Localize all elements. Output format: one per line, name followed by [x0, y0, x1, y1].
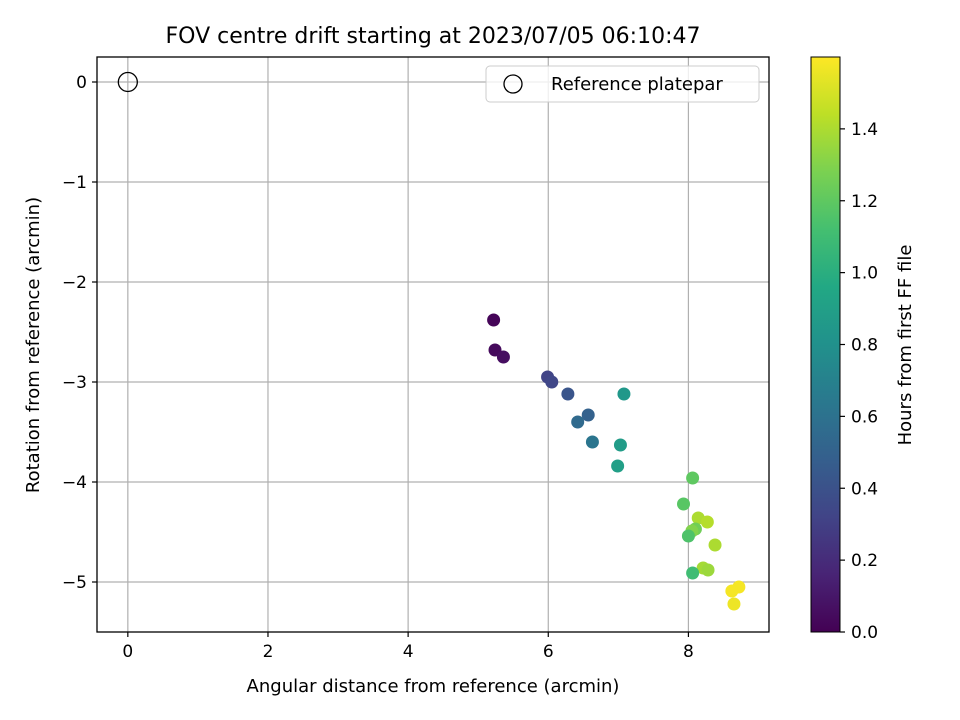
colorbar-tick-label: 0.0 — [851, 623, 878, 643]
legend: Reference platepar — [485, 65, 760, 103]
colorbar-tick-label: 0.8 — [851, 336, 878, 356]
data-point — [613, 438, 627, 452]
colorbar-tick-label: 1.0 — [851, 264, 878, 284]
colorbar: 0.0 0.2 0.4 0.6 0.8 1.0 1.2 1.4 Hours from firs… — [810, 56, 916, 643]
y-tick-label: −4 — [62, 473, 87, 493]
chart-title: FOV centre drift starting at 2023/07/05 … — [166, 24, 701, 49]
data-point — [686, 471, 700, 485]
colorbar-tick-label: 0.2 — [851, 551, 878, 571]
y-tick-label: 0 — [76, 73, 87, 93]
x-tick-label: 6 — [543, 642, 554, 662]
data-point — [581, 408, 595, 422]
x-axis-label: Angular distance from reference (arcmin) — [247, 676, 620, 697]
data-point — [571, 415, 585, 429]
data-point — [708, 538, 722, 552]
y-axis-ticks: 0 −1 −2 −3 −4 −5 — [62, 73, 97, 593]
grid — [97, 57, 769, 632]
x-tick-label: 0 — [122, 642, 133, 662]
data-point — [617, 387, 631, 401]
y-tick-label: −3 — [62, 373, 87, 393]
y-axis-label: Rotation from reference (arcmin) — [23, 197, 44, 493]
legend-marker-reference — [503, 74, 523, 94]
y-tick-label: −5 — [62, 573, 87, 593]
reference-point-marker — [117, 71, 138, 93]
data-points — [117, 71, 746, 611]
legend-label-reference: Reference platepar — [551, 74, 723, 95]
colorbar-ticks: 0.0 0.2 0.4 0.6 0.8 1.0 1.2 1.4 — [840, 120, 878, 643]
data-point — [727, 597, 741, 611]
colorbar-gradient — [810, 56, 841, 633]
y-tick-label: −2 — [62, 273, 87, 293]
data-point — [686, 566, 700, 580]
colorbar-tick-label: 0.4 — [851, 479, 878, 499]
x-axis-ticks: 0 2 4 6 8 — [122, 632, 694, 662]
colorbar-label: Hours from first FF file — [895, 245, 916, 446]
colorbar-tick-label: 1.4 — [851, 120, 878, 140]
data-point — [561, 387, 575, 401]
data-point — [725, 584, 739, 598]
data-point — [487, 313, 501, 327]
x-tick-label: 8 — [683, 642, 694, 662]
y-tick-label: −1 — [62, 173, 87, 193]
data-point — [545, 375, 559, 389]
data-point — [700, 515, 714, 529]
colorbar-tick-label: 1.2 — [851, 192, 878, 212]
colorbar-tick-label: 0.6 — [851, 407, 878, 427]
data-point — [496, 350, 510, 364]
legend-box — [485, 65, 760, 103]
x-tick-label: 4 — [403, 642, 414, 662]
x-tick-label: 2 — [263, 642, 274, 662]
plot-area-frame — [96, 56, 770, 633]
data-point — [701, 563, 715, 577]
data-point — [585, 435, 599, 449]
data-point — [677, 497, 691, 511]
data-point — [681, 529, 695, 543]
data-point — [611, 459, 625, 473]
